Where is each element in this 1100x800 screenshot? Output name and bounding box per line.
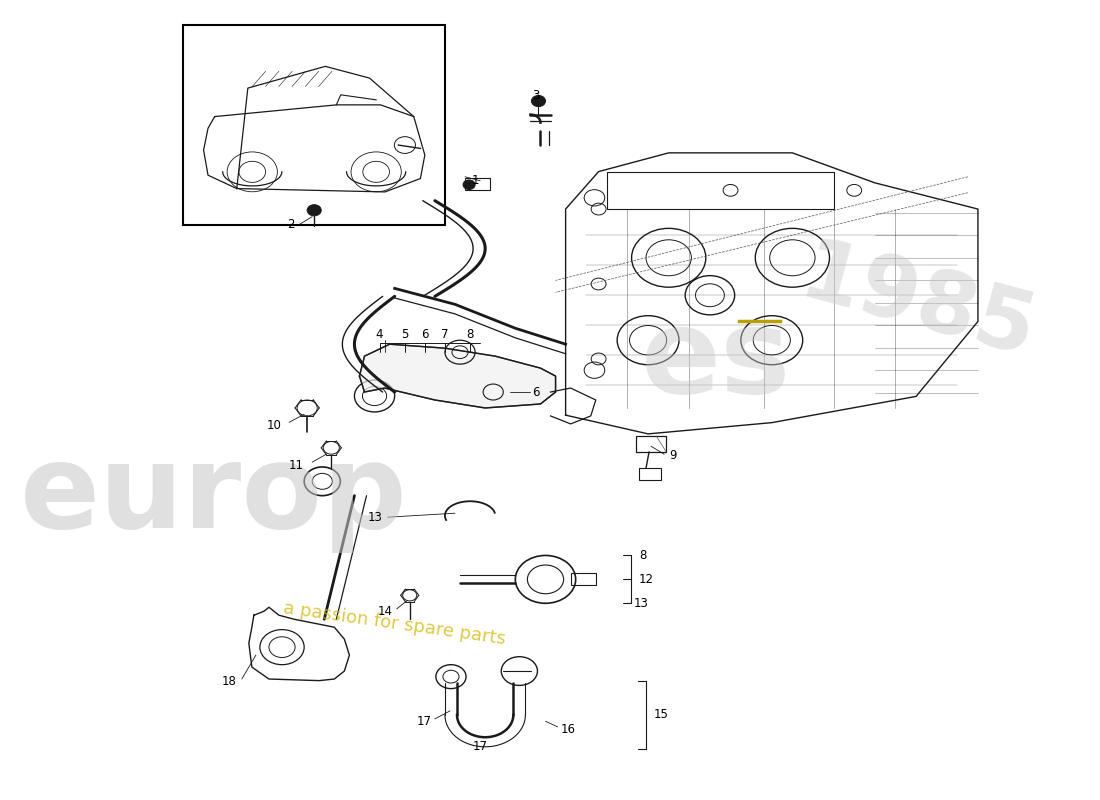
Text: 2: 2 [287, 218, 295, 231]
Text: 1985: 1985 [791, 234, 1044, 375]
Text: 6: 6 [421, 328, 429, 341]
Text: 17: 17 [417, 714, 432, 728]
Bar [639, 468, 661, 480]
Text: 1: 1 [472, 174, 478, 187]
Circle shape [307, 205, 321, 216]
Text: 13: 13 [367, 511, 383, 525]
Bar [465, 178, 491, 190]
Text: 18: 18 [222, 675, 236, 688]
Text: es: es [641, 302, 792, 418]
Text: 7: 7 [441, 328, 449, 341]
Text: 12: 12 [639, 573, 654, 586]
Text: 15: 15 [654, 709, 669, 722]
Text: 13: 13 [634, 597, 649, 610]
Polygon shape [360, 344, 556, 408]
Text: 8: 8 [466, 328, 474, 341]
Text: 6: 6 [531, 386, 539, 398]
Text: 4: 4 [376, 328, 383, 341]
Text: 14: 14 [377, 605, 393, 618]
Bar [184, 26, 444, 225]
Text: 10: 10 [267, 419, 282, 432]
Text: 5: 5 [402, 328, 408, 341]
Text: 11: 11 [289, 459, 304, 472]
Bar [636, 436, 667, 452]
Text: 8: 8 [639, 549, 647, 562]
Text: 16: 16 [561, 722, 575, 736]
Text: a passion for spare parts: a passion for spare parts [283, 598, 507, 648]
Circle shape [463, 180, 475, 190]
Circle shape [531, 95, 546, 106]
Text: europ: europ [20, 438, 407, 553]
Bar [571, 573, 596, 585]
Text: 3: 3 [531, 89, 539, 102]
Bar [607, 171, 834, 209]
Text: 17: 17 [473, 740, 487, 754]
Text: 9: 9 [669, 450, 676, 462]
